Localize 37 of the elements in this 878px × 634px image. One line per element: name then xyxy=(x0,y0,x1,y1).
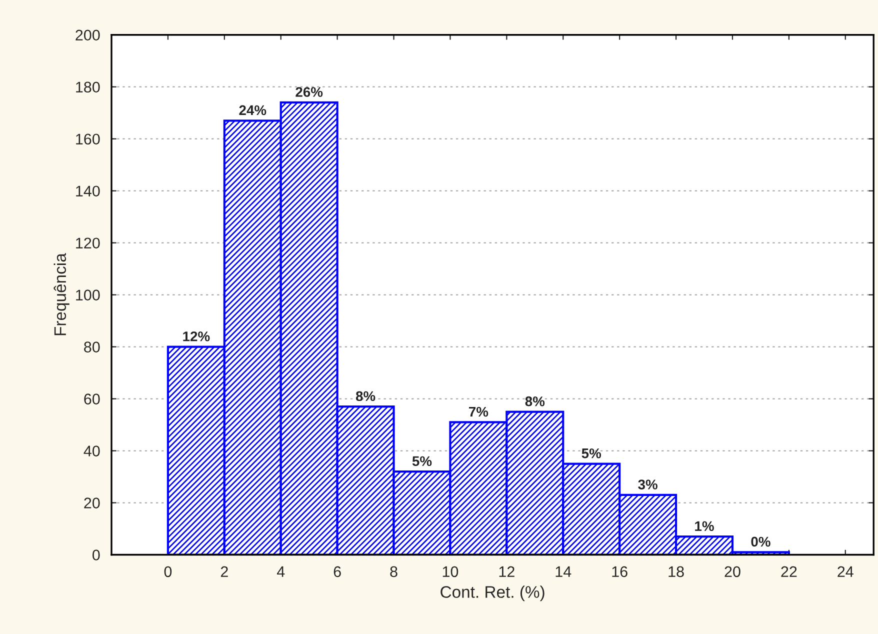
x-tick-label: 4 xyxy=(276,566,285,577)
x-tick-label: 16 xyxy=(612,566,628,578)
annotation: 5% xyxy=(582,448,602,458)
x-tick-label: 2 xyxy=(220,566,228,577)
y-tick-label: 40 xyxy=(84,446,100,456)
annotation: 8% xyxy=(525,396,545,406)
y-tick-label: 100 xyxy=(76,290,100,300)
annotation: 3% xyxy=(638,480,658,490)
x-tick-label: 14 xyxy=(556,566,572,577)
x-tick-label: 8 xyxy=(390,566,398,578)
x-tick-label: 24 xyxy=(838,566,854,577)
x-tick-label: 12 xyxy=(499,566,514,577)
annotation: 8% xyxy=(356,391,376,402)
x-tick-label: 0 xyxy=(164,566,172,578)
y-tick-label: 0 xyxy=(92,550,100,560)
y-tick-label: 60 xyxy=(84,394,100,404)
annotation: 26% xyxy=(296,87,323,97)
y-axis-title: Frequência xyxy=(54,253,70,336)
y-tick-label: 120 xyxy=(76,238,100,249)
y-tick-label: 80 xyxy=(84,342,100,352)
x-tick-label: 20 xyxy=(724,566,740,578)
y-tick-label: 20 xyxy=(84,498,100,508)
y-tick-label: 160 xyxy=(76,134,100,145)
y-tick-label: 180 xyxy=(76,82,100,93)
annotation: 12% xyxy=(183,331,210,342)
x-tick-label: 6 xyxy=(334,566,341,578)
y-tick-label: 140 xyxy=(76,186,100,197)
y-tick-label: 200 xyxy=(76,30,100,41)
x-tick-label: 22 xyxy=(781,566,797,577)
annotation: 1% xyxy=(695,521,714,532)
annotation: 7% xyxy=(469,406,488,417)
annotation: 24% xyxy=(239,105,266,116)
annotation: 5% xyxy=(412,456,432,466)
x-axis-title: Cont. Ret. (%) xyxy=(440,586,544,602)
annotation: 0% xyxy=(751,536,770,547)
x-tick-label: 18 xyxy=(668,566,684,578)
x-tick-label: 10 xyxy=(442,566,458,578)
